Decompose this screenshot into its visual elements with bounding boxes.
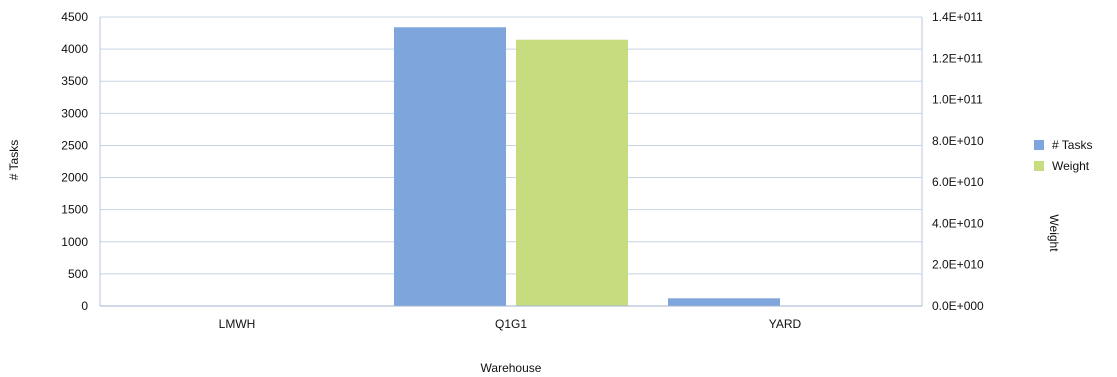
left-tick-label: 3000: [61, 106, 88, 120]
left-tick-label: 3500: [61, 74, 88, 88]
bar-q1g1-tasks[interactable]: [394, 27, 506, 307]
legend-swatch: [1034, 161, 1044, 171]
left-tick-label: 4500: [61, 10, 88, 24]
right-axis-ticks: 0.0E+000 2.0E+010 4.0E+010 6.0E+010 8.0E+010…: [932, 10, 984, 313]
right-tick-label: 6.0E+010: [932, 175, 984, 189]
y2-axis-label: Weight: [1047, 214, 1061, 252]
grid-lines: [100, 16, 922, 307]
left-tick-label: 500: [68, 267, 88, 281]
x-tick-label: LMWH: [219, 317, 256, 331]
right-tick-label: 0.0E+000: [932, 299, 984, 313]
right-tick-label: 1.4E+011: [932, 10, 983, 24]
left-tick-label: 1500: [61, 203, 88, 217]
legend-label[interactable]: # Tasks: [1052, 138, 1092, 152]
left-tick-label: 0: [81, 299, 88, 313]
bars: [394, 27, 780, 307]
x-axis-label: Warehouse: [481, 361, 542, 375]
plot-frame: [99, 17, 923, 307]
legend: # Tasks Weight: [1034, 138, 1092, 173]
right-tick-label: 2.0E+010: [932, 258, 984, 272]
left-tick-label: 2000: [61, 171, 88, 185]
bar-yard-tasks[interactable]: [668, 298, 780, 306]
right-tick-label: 8.0E+010: [932, 134, 984, 148]
x-axis-ticks: LMWH Q1G1 YARD: [219, 317, 802, 331]
legend-swatch: [1034, 140, 1044, 150]
right-tick-label: 1.2E+011: [932, 51, 983, 65]
left-axis-ticks: 0 500 1000 1500 2000 2500 3000 3500 4000 4500: [61, 10, 88, 313]
x-tick-label: YARD: [769, 317, 802, 331]
y-axis-label: # Tasks: [7, 140, 21, 180]
left-tick-label: 2500: [61, 138, 88, 152]
x-tick-label: Q1G1: [495, 317, 527, 331]
right-tick-label: 1.0E+011: [932, 93, 983, 107]
bar-q1g1-weight[interactable]: [516, 39, 628, 306]
right-tick-label: 4.0E+010: [932, 216, 984, 230]
left-tick-label: 1000: [61, 235, 88, 249]
left-tick-label: 4000: [61, 42, 88, 56]
legend-label[interactable]: Weight: [1052, 159, 1090, 173]
